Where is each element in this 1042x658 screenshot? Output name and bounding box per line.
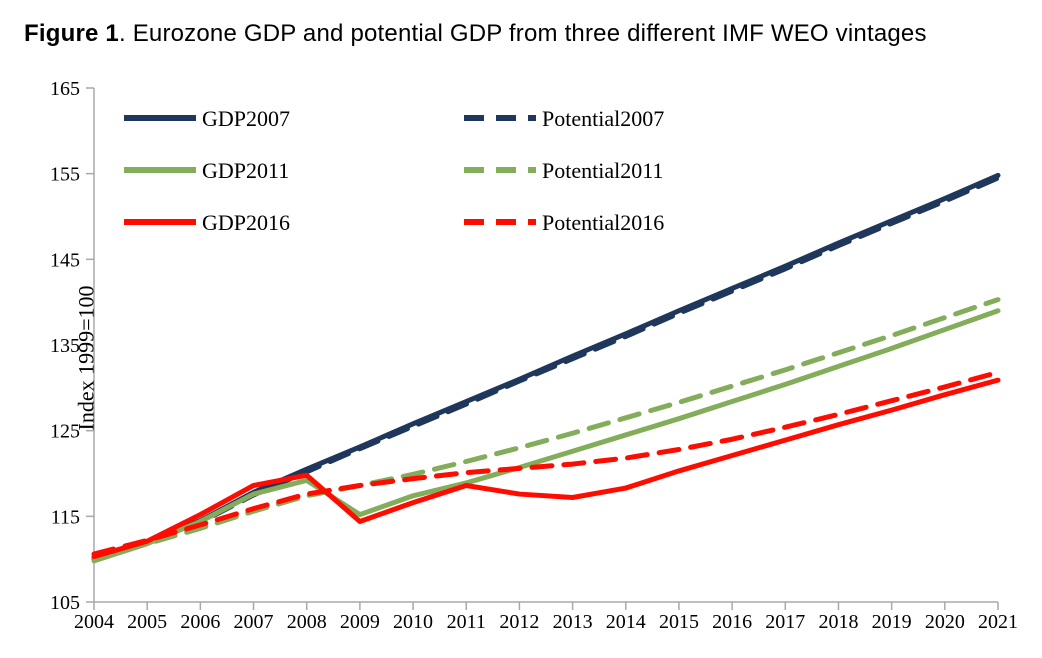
y-tick-label: 165 xyxy=(50,78,80,100)
x-tick-label: 2009 xyxy=(340,611,380,633)
x-tick-label: 2014 xyxy=(606,611,646,633)
legend-label: GDP2016 xyxy=(202,210,290,235)
x-tick-label: 2016 xyxy=(712,611,752,633)
x-tick-label: 2004 xyxy=(74,611,114,633)
line-chart: 1051151251351451551652004200520062007200… xyxy=(24,78,1018,638)
x-tick-label: 2015 xyxy=(659,611,699,633)
figure-caption: Figure 1. Eurozone GDP and potential GDP… xyxy=(24,18,1018,50)
legend-label: Potential2011 xyxy=(542,158,663,183)
caption-bold: Figure 1 xyxy=(24,20,119,47)
y-axis-label: Index 1999=100 xyxy=(74,286,100,431)
x-tick-label: 2007 xyxy=(234,611,274,633)
x-tick-label: 2020 xyxy=(925,611,965,633)
chart-container: Index 1999=100 1051151251351451551652004… xyxy=(24,78,1018,638)
legend-label: GDP2011 xyxy=(202,158,289,183)
x-tick-label: 2019 xyxy=(872,611,912,633)
x-tick-label: 2010 xyxy=(393,611,433,633)
legend-label: Potential2016 xyxy=(542,210,664,235)
y-tick-label: 155 xyxy=(50,164,80,186)
legend-label: Potential2007 xyxy=(542,106,664,131)
y-tick-label: 145 xyxy=(50,250,80,272)
series-Potential2016 xyxy=(94,373,998,555)
x-tick-label: 2012 xyxy=(499,611,539,633)
x-tick-label: 2021 xyxy=(978,611,1018,633)
y-tick-label: 115 xyxy=(51,507,80,529)
caption-rest: . Eurozone GDP and potential GDP from th… xyxy=(119,20,927,47)
x-tick-label: 2005 xyxy=(127,611,167,633)
x-tick-label: 2008 xyxy=(287,611,327,633)
x-tick-label: 2017 xyxy=(765,611,805,633)
x-tick-label: 2013 xyxy=(553,611,593,633)
series-Potential2011 xyxy=(94,300,998,558)
legend-label: GDP2007 xyxy=(202,106,290,131)
x-tick-label: 2011 xyxy=(447,611,486,633)
x-tick-label: 2006 xyxy=(180,611,220,633)
series-GDP2011 xyxy=(94,311,998,561)
series-Potential2007 xyxy=(94,178,998,559)
x-tick-label: 2018 xyxy=(818,611,858,633)
